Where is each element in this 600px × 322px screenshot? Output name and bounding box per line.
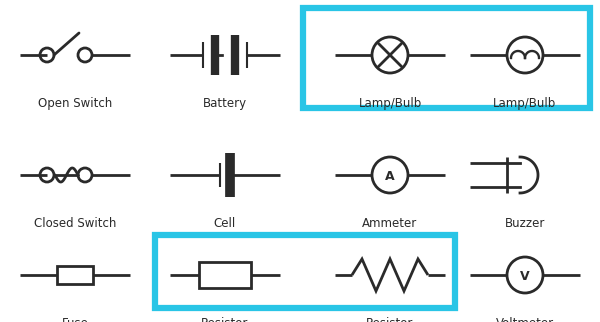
Text: A: A [385,169,395,183]
Text: Resistor: Resistor [202,317,248,322]
Bar [155,235,455,308]
Text: Lamp/Bulb: Lamp/Bulb [493,97,557,110]
Text: Open Switch: Open Switch [38,97,112,110]
Text: Fuse: Fuse [62,317,88,322]
Text: Buzzer: Buzzer [505,217,545,230]
Text: Voltmeter: Voltmeter [496,317,554,322]
Text: Closed Switch: Closed Switch [34,217,116,230]
Text: Resistor: Resistor [367,317,413,322]
Text: Lamp/Bulb: Lamp/Bulb [358,97,422,110]
Text: Battery: Battery [203,97,247,110]
Bar [57,266,93,284]
Text: Cell: Cell [214,217,236,230]
Bar [199,262,251,288]
Text: Ammeter: Ammeter [362,217,418,230]
Bar [303,8,590,108]
Text: V: V [520,270,530,282]
